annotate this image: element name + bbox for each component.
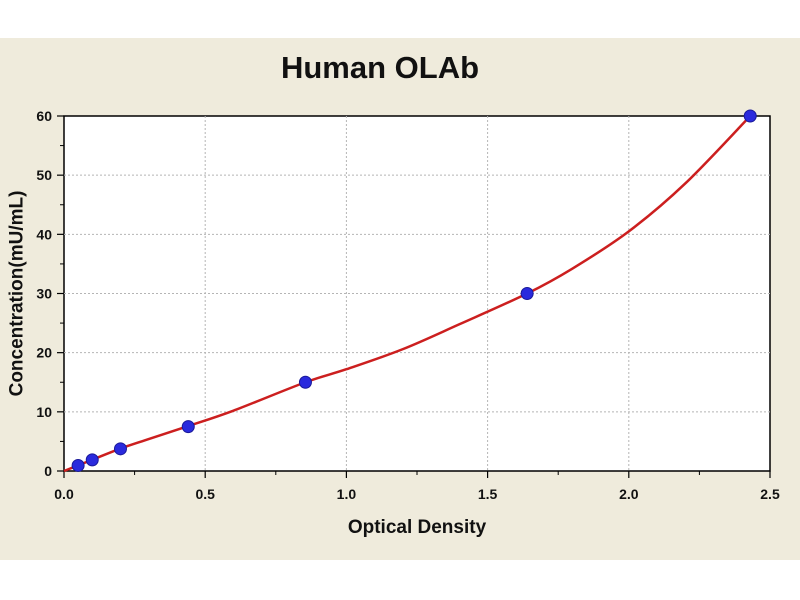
data-points	[71, 109, 757, 472]
y-tick-label: 30	[36, 286, 52, 302]
y-tick-label: 10	[36, 404, 52, 420]
chart-title: Human OLAb	[280, 50, 480, 85]
x-axis-title: Optical Density	[348, 517, 487, 538]
tick-labels: 0.0 0.5 1.0 1.5 2.0 2.5 0 10 20 30 40 50 60	[36, 108, 780, 502]
x-tick-label: 1.5	[478, 486, 498, 502]
data-point	[113, 442, 127, 456]
fit-curve	[63, 115, 752, 473]
data-point	[743, 109, 757, 123]
x-tick-label: 1.0	[337, 486, 357, 502]
y-tick-label: 20	[36, 345, 52, 361]
axis-ticks	[57, 115, 771, 478]
y-tick-label: 50	[36, 167, 52, 183]
x-tick-label: 0.5	[195, 486, 215, 502]
y-tick-label: 0	[44, 463, 52, 479]
data-point	[71, 458, 85, 472]
data-point	[520, 287, 534, 300]
y-axis-title: Concentration(mU/mL)	[7, 191, 28, 397]
data-point	[85, 453, 99, 467]
data-point	[181, 420, 195, 434]
x-tick-label: 0.0	[54, 486, 74, 502]
x-tick-label: 2.5	[760, 486, 780, 502]
y-tick-label: 60	[36, 108, 52, 124]
grid-lines	[64, 116, 770, 471]
data-point	[298, 375, 312, 389]
x-tick-label: 2.0	[619, 486, 639, 502]
y-tick-label: 40	[36, 226, 52, 242]
